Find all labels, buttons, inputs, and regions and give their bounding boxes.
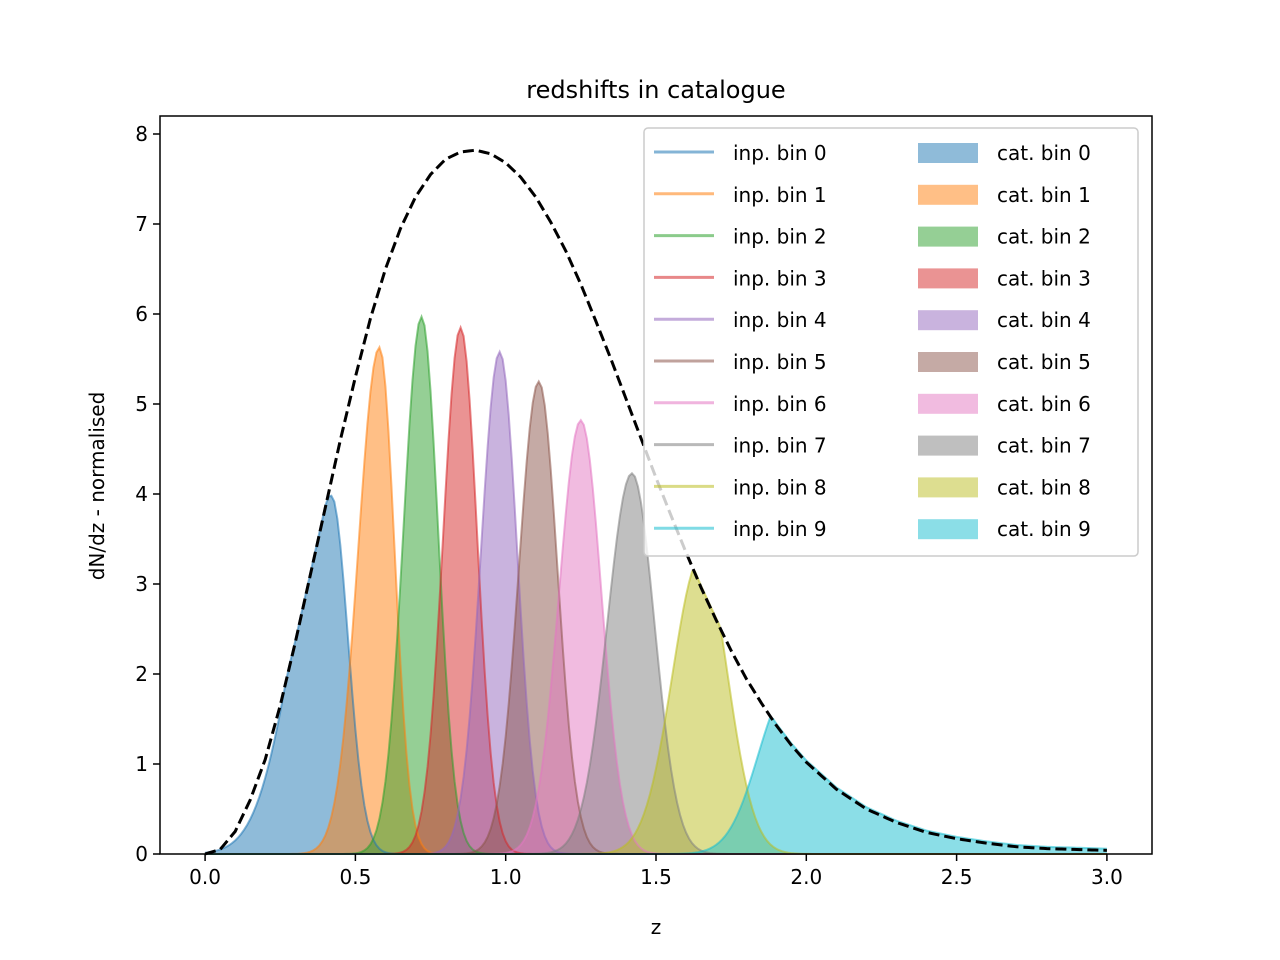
- legend-label-inp: inp. bin 0: [733, 141, 827, 165]
- histogram-layer: [205, 316, 1107, 854]
- legend-patch-swatch: [918, 519, 978, 540]
- legend-label-inp: inp. bin 9: [733, 517, 827, 541]
- legend-label-inp: inp. bin 6: [733, 392, 827, 416]
- legend-label-cat: cat. bin 7: [997, 434, 1091, 458]
- y-tick-label: 6: [135, 302, 148, 326]
- hist-area-bin-1: [205, 347, 1107, 854]
- legend-patch-swatch: [918, 435, 978, 456]
- x-tick-label: 2.5: [941, 865, 973, 889]
- legend-label-inp: inp. bin 7: [733, 434, 827, 458]
- legend-patch-swatch: [918, 393, 978, 414]
- hist-area-bin-9: [205, 717, 1107, 854]
- legend-label-cat: cat. bin 1: [997, 183, 1091, 207]
- legend-label-inp: inp. bin 4: [733, 308, 827, 332]
- legend-label-inp: inp. bin 1: [733, 183, 827, 207]
- y-axis-label: dN/dz - normalised: [85, 392, 109, 581]
- legend-patch-swatch: [918, 352, 978, 372]
- x-axis-label: z: [651, 915, 662, 939]
- legend-label-cat: cat. bin 0: [997, 141, 1091, 165]
- x-tick-label: 3.0: [1091, 865, 1123, 889]
- hist-area-bin-2: [205, 316, 1107, 854]
- legend-label-cat: cat. bin 6: [997, 392, 1091, 416]
- legend-patch-swatch: [918, 268, 978, 289]
- legend-patch-swatch: [918, 477, 978, 498]
- legend-patch-swatch: [918, 184, 978, 205]
- y-tick-label: 5: [135, 392, 148, 416]
- x-tick-label: 1.5: [640, 865, 672, 889]
- legend-label-cat: cat. bin 8: [997, 475, 1091, 499]
- y-tick-label: 3: [135, 572, 148, 596]
- legend-label-cat: cat. bin 2: [997, 225, 1091, 249]
- legend-label-cat: cat. bin 9: [997, 517, 1091, 541]
- legend-label-inp: inp. bin 2: [733, 225, 827, 249]
- y-tick-label: 0: [135, 842, 148, 866]
- legend-label-inp: inp. bin 8: [733, 475, 827, 499]
- y-tick-label: 2: [135, 662, 148, 686]
- y-tick-label: 1: [135, 752, 148, 776]
- legend: inp. bin 0 cat. bin 0 inp. bin 1 cat. bin 1…: [643, 127, 1139, 557]
- legend-patch-swatch: [918, 143, 978, 163]
- hist-area-bin-8: [205, 571, 1107, 854]
- legend-label-cat: cat. bin 5: [997, 350, 1091, 374]
- y-tick-label: 4: [135, 482, 148, 506]
- legend-label-inp: inp. bin 3: [733, 266, 827, 290]
- chart-title: redshifts in catalogue: [526, 76, 785, 104]
- x-tick-label: 1.0: [490, 865, 522, 889]
- legend-patch-swatch: [918, 226, 978, 247]
- hist-area-bin-0: [205, 495, 1107, 854]
- legend-patch-swatch: [918, 310, 978, 331]
- legend-label-inp: inp. bin 5: [733, 350, 827, 374]
- x-tick-label: 0.0: [189, 865, 221, 889]
- hist-area-bin-7: [205, 473, 1107, 854]
- axes: 0.0 0.5 1.0 1.5 2.0 2.5 3.0 0 1 2 3 4 5 6 7 8: [135, 115, 1153, 889]
- legend-box: [643, 127, 1139, 557]
- legend-label-cat: cat. bin 4: [997, 308, 1091, 332]
- x-tick-label: 0.5: [339, 865, 371, 889]
- x-tick-label: 2.0: [790, 865, 822, 889]
- legend-label-cat: cat. bin 3: [997, 266, 1091, 290]
- y-tick-label: 8: [135, 122, 148, 146]
- y-tick-label: 7: [135, 212, 148, 236]
